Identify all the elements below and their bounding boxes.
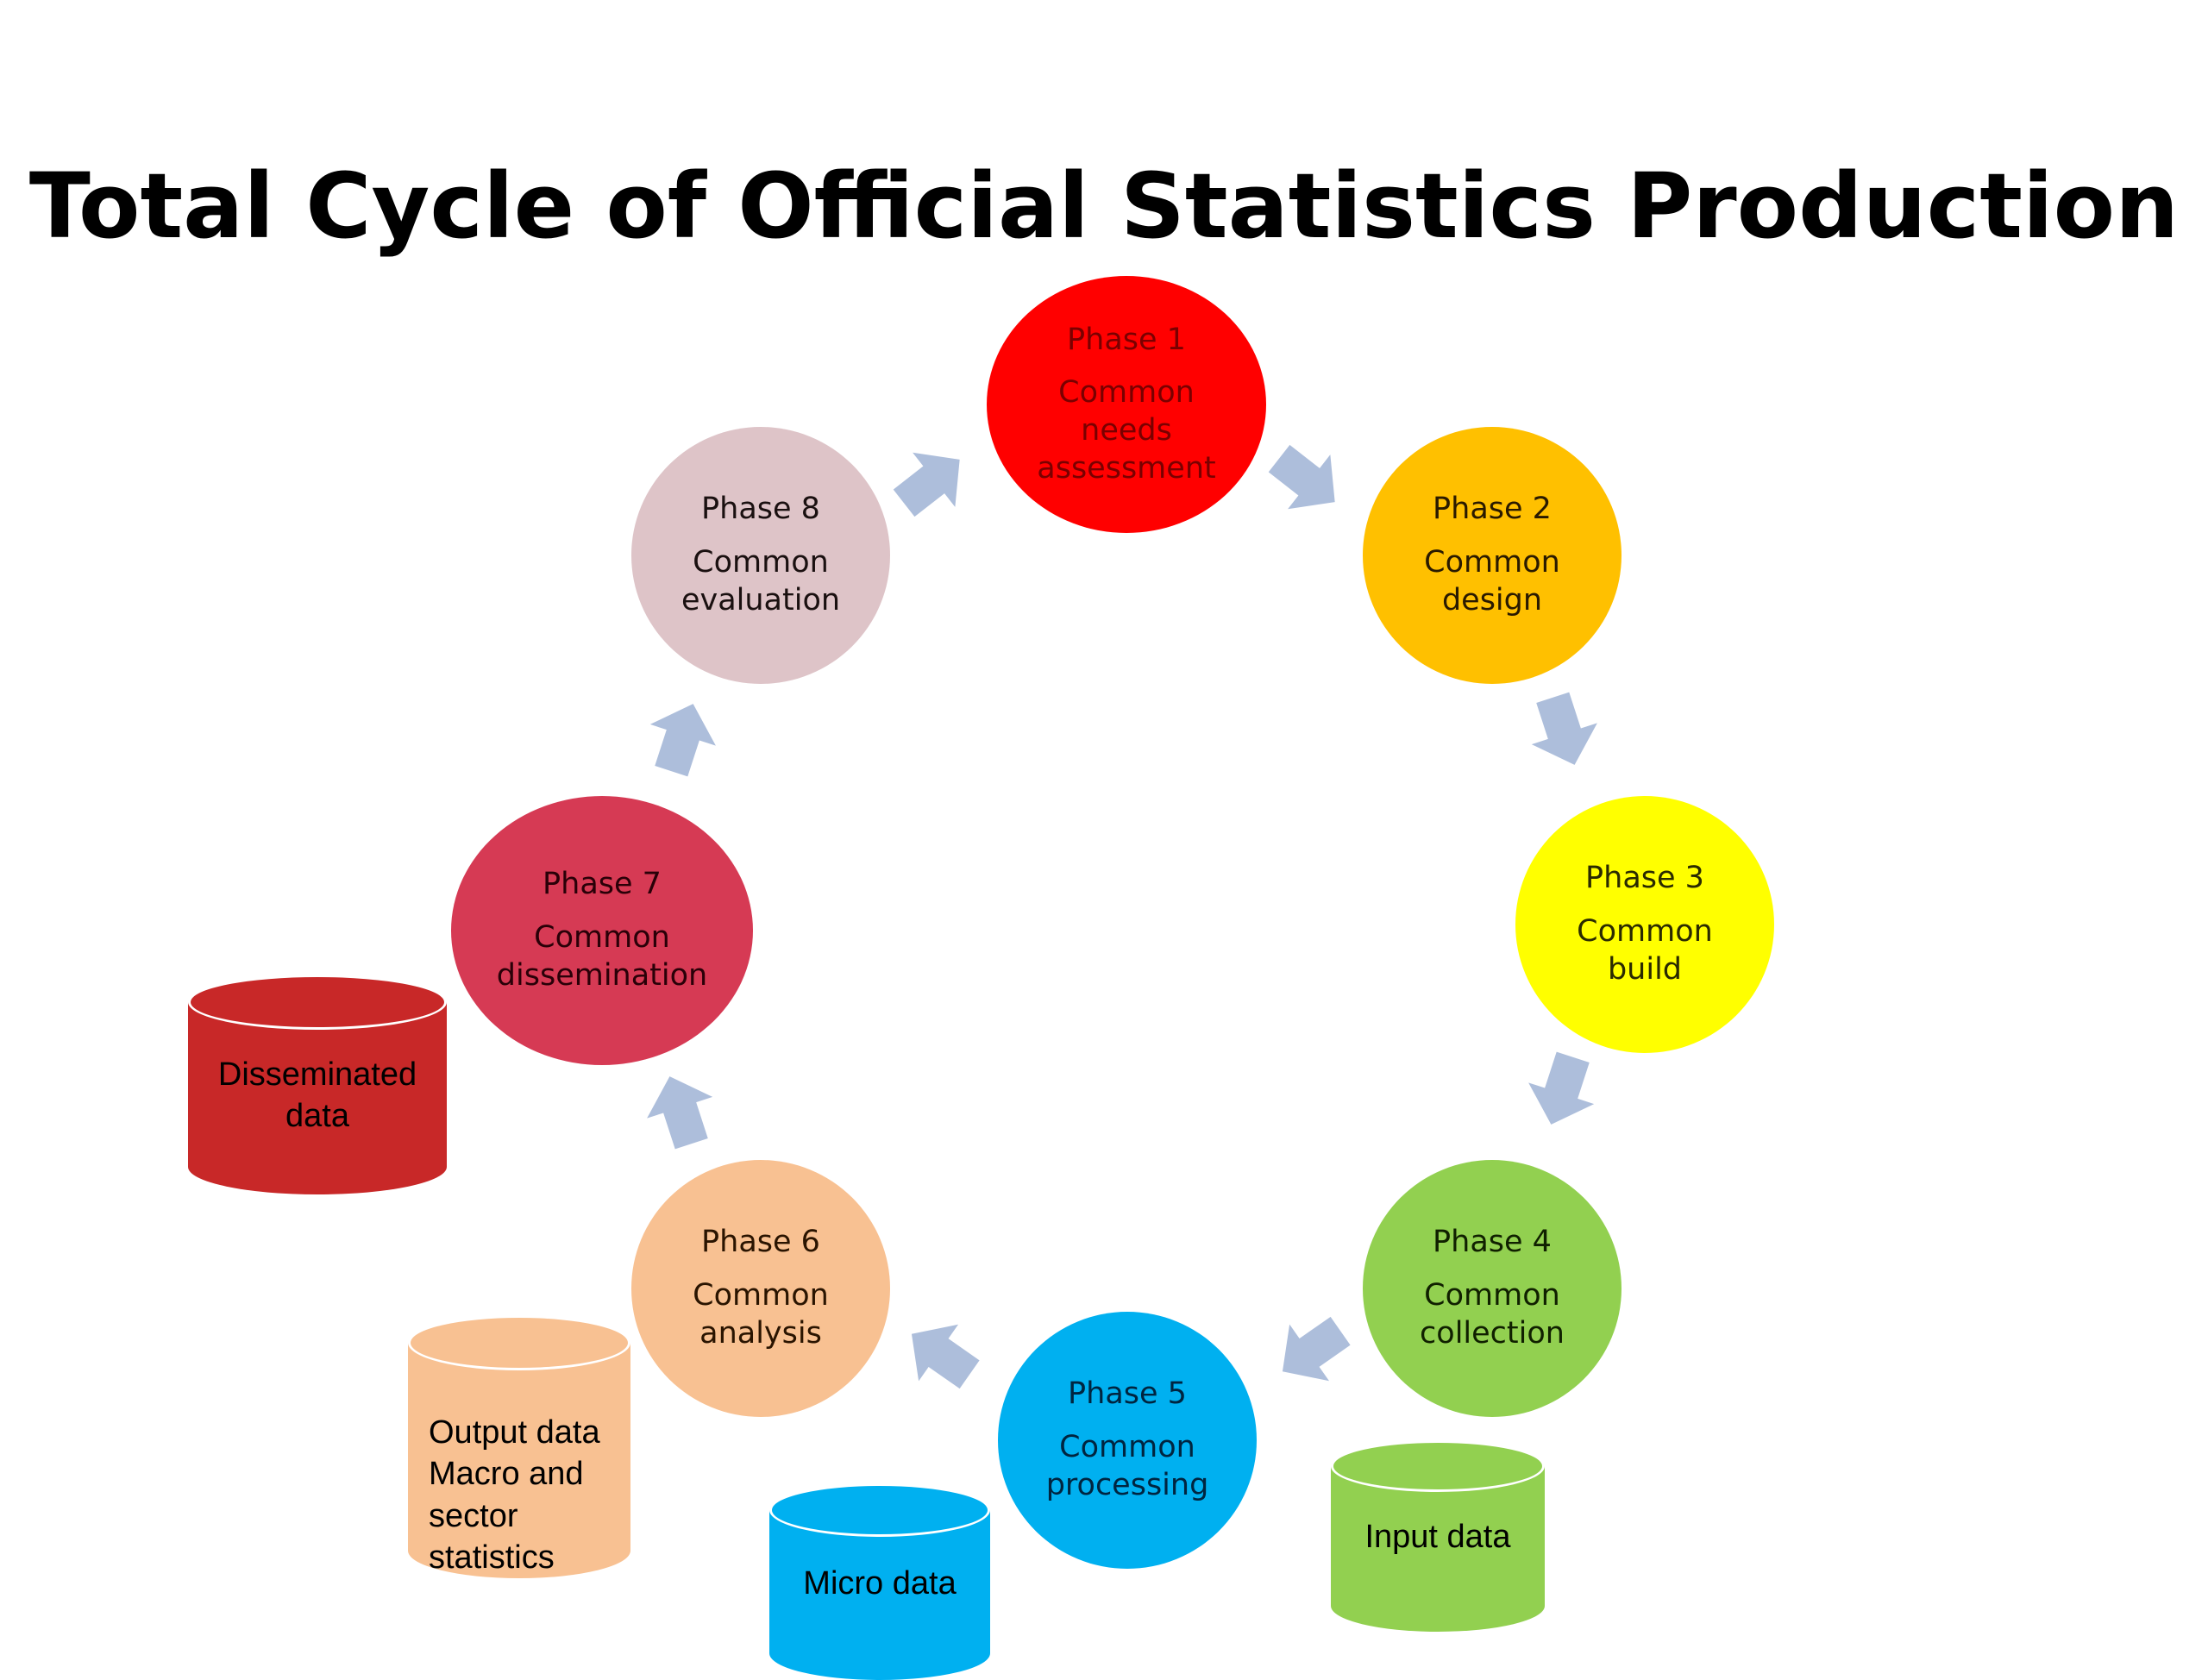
- micro-data-cylinder: Micro data: [769, 1483, 990, 1680]
- cylinder-top: [1331, 1440, 1545, 1492]
- cylinder-top: [188, 975, 447, 1030]
- disseminated-data-cylinder: Disseminated data: [188, 975, 447, 1194]
- phase-3-name: Common build: [1577, 914, 1713, 987]
- output-data-cylinder: Output data Macro and sector statistics: [408, 1315, 630, 1578]
- arrow-phase-7-to-8: [649, 704, 716, 777]
- phase-3-number: Phase 3: [1585, 861, 1704, 896]
- cylinder-top: [408, 1315, 630, 1370]
- phase-6-circle: Phase 6 Common analysis: [631, 1160, 890, 1417]
- arrow-phase-1-to-2: [1268, 444, 1335, 510]
- input-data-cylinder: Input data: [1331, 1440, 1545, 1632]
- phase-7-name: Common dissemination: [496, 920, 708, 993]
- phase-4-number: Phase 4: [1433, 1225, 1552, 1260]
- phase-4-name: Common collection: [1420, 1278, 1565, 1351]
- arrow-phase-2-to-3: [1531, 692, 1597, 765]
- arrow-phase-5-to-6: [911, 1324, 980, 1389]
- phase-3-circle: Phase 3 Common build: [1515, 796, 1774, 1053]
- phase-2-circle: Phase 2 Common design: [1363, 427, 1622, 684]
- phase-5-name: Common processing: [1045, 1430, 1209, 1502]
- micro-data-label: Micro data: [803, 1565, 957, 1602]
- arrow-phase-8-to-1: [893, 452, 960, 517]
- phase-1-name: Common needs assessment: [1037, 375, 1216, 486]
- phase-1-circle: Phase 1 Common needs assessment: [987, 276, 1266, 533]
- input-data-label: Input data: [1364, 1519, 1511, 1555]
- diagram-title: Total Cycle of Official Statistics Produ…: [28, 154, 2180, 259]
- phase-7-circle: Phase 7 Common dissemination: [451, 796, 753, 1065]
- phase-4-circle: Phase 4 Common collection: [1363, 1160, 1622, 1417]
- arrow-phase-6-to-7: [647, 1076, 713, 1150]
- phase-2-number: Phase 2: [1433, 492, 1552, 527]
- phase-1-number: Phase 1: [1067, 322, 1186, 357]
- phase-8-name: Common evaluation: [681, 545, 841, 617]
- output-data-label: Output data Macro and sector statistics: [429, 1414, 600, 1576]
- phase-6-name: Common analysis: [693, 1278, 829, 1351]
- phase-8-circle: Phase 8 Common evaluation: [631, 427, 890, 684]
- cylinder-body: [408, 1343, 630, 1551]
- disseminated-data-label: Disseminated data: [217, 1056, 417, 1135]
- phase-5-number: Phase 5: [1068, 1376, 1187, 1412]
- phase-5-circle: Phase 5 Common processing: [998, 1312, 1257, 1569]
- arrow-phase-4-to-5: [1282, 1316, 1351, 1382]
- phase-6-number: Phase 6: [701, 1225, 820, 1260]
- arrow-phase-3-to-4: [1528, 1051, 1595, 1125]
- phase-2-name: Common design: [1424, 545, 1560, 617]
- cylinder-top: [769, 1483, 990, 1537]
- phase-8-number: Phase 8: [701, 492, 820, 527]
- phase-7-number: Phase 7: [543, 867, 662, 902]
